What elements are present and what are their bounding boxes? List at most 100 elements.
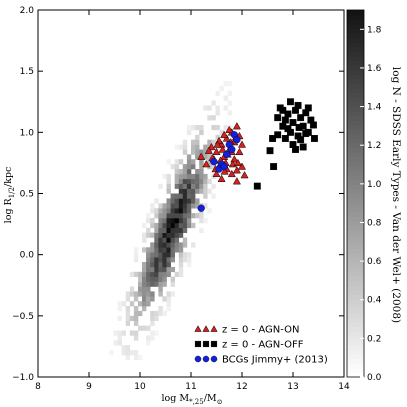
density-cell [162,266,167,273]
colorbar-step [347,340,364,346]
density-cell [182,208,188,214]
density-cell [195,183,200,189]
density-cell [199,164,204,170]
density-cell [186,262,192,268]
colorbar-step [347,14,364,20]
density-cell [146,340,151,346]
density-cell [133,252,139,258]
legend-label: BCGs Jimmy+ (2013) [222,355,328,366]
density-cell [174,232,180,238]
colorbar-step [347,170,364,176]
colorbar-step [347,51,364,57]
density-cell [150,315,155,321]
density-cell [154,227,159,233]
density-cell [223,95,228,101]
density-cell [178,169,184,175]
density-cell [150,310,155,317]
agn-off-point [279,106,287,114]
bcg-point [220,162,228,171]
agn-off-point [297,114,305,122]
colorbar-step [347,202,364,208]
density-cell [162,222,167,229]
density-cell [166,188,171,194]
colorbar-step [347,257,364,263]
density-cell [133,271,139,277]
legend: z = 0 - AGN-ON z = 0 - AGN-OFF BCGs Jimmy+… [194,325,328,366]
density-cell [215,105,220,111]
density-cell [182,203,188,209]
legend-bcg-marker [194,355,202,363]
density-cell [178,247,184,253]
density-cell [174,183,180,189]
density-cell [133,350,139,356]
density-cell [170,232,175,238]
colorbar-step [347,331,364,337]
density-cell [166,296,171,302]
density-cell [154,315,159,321]
density-cell [166,213,171,219]
density-cell [142,325,147,331]
colorbar-step [347,65,364,71]
density-cell [199,213,204,219]
density-cell [227,90,233,96]
density-cell [162,237,167,243]
density-cell [133,355,139,361]
x-tick-label: 13 [287,382,298,392]
density-cell [199,169,204,175]
density-cell [158,242,163,248]
density-cell [146,325,151,331]
density-cell [211,183,216,189]
colorbar-step [347,83,364,89]
colorbar-tick-label: 1.6 [367,64,382,74]
agn-off-point [274,114,282,122]
density-cell [178,266,184,273]
density-cell [178,193,184,199]
density-cell [174,169,180,175]
density-cell [174,203,180,209]
density-cell [199,178,204,184]
bcg-point [233,136,241,144]
density-cell [142,222,147,229]
density-cell [146,218,151,224]
agn-on-point [197,152,206,160]
agn-on-point [212,169,221,178]
density-cell [186,222,192,229]
colorbar-label: log N - SDSS Early Types - Van der Wel+ … [390,67,402,323]
agn-on-point [217,174,226,182]
colorbar-step [347,354,364,360]
density-cell [158,276,163,282]
density-cell [150,242,155,248]
density-cell [199,218,204,224]
density-cell [166,257,171,263]
density-cell [162,310,167,317]
density-cell [170,218,175,224]
density-cell [162,262,167,268]
colorbar-step [347,55,364,61]
colorbar-step [347,175,364,181]
density-cell [191,173,196,180]
density-cell [191,193,196,199]
density-cell [199,129,204,136]
density-cell [150,320,155,326]
density-cell [142,232,147,238]
x-tick-label: 10 [134,382,146,392]
colorbar-step [347,262,364,268]
density-cell [219,169,224,175]
agn-on-point [227,169,236,178]
colorbar-step [347,289,364,295]
density-cell [182,242,188,248]
density-cell [199,173,204,180]
x-axis-title: log M*,25/M⊙ [161,393,222,406]
density-cell [142,296,147,302]
agn-off-point [274,131,282,139]
density-cell [182,257,188,263]
density-cell [178,183,184,189]
density-cell [170,198,175,204]
density-cell [162,213,167,219]
density-cell [178,227,184,233]
density-cell [162,208,167,214]
density-cell [146,271,151,277]
colorbar-step [347,179,364,185]
colorbar-step [347,124,364,130]
density-cell [203,144,208,150]
